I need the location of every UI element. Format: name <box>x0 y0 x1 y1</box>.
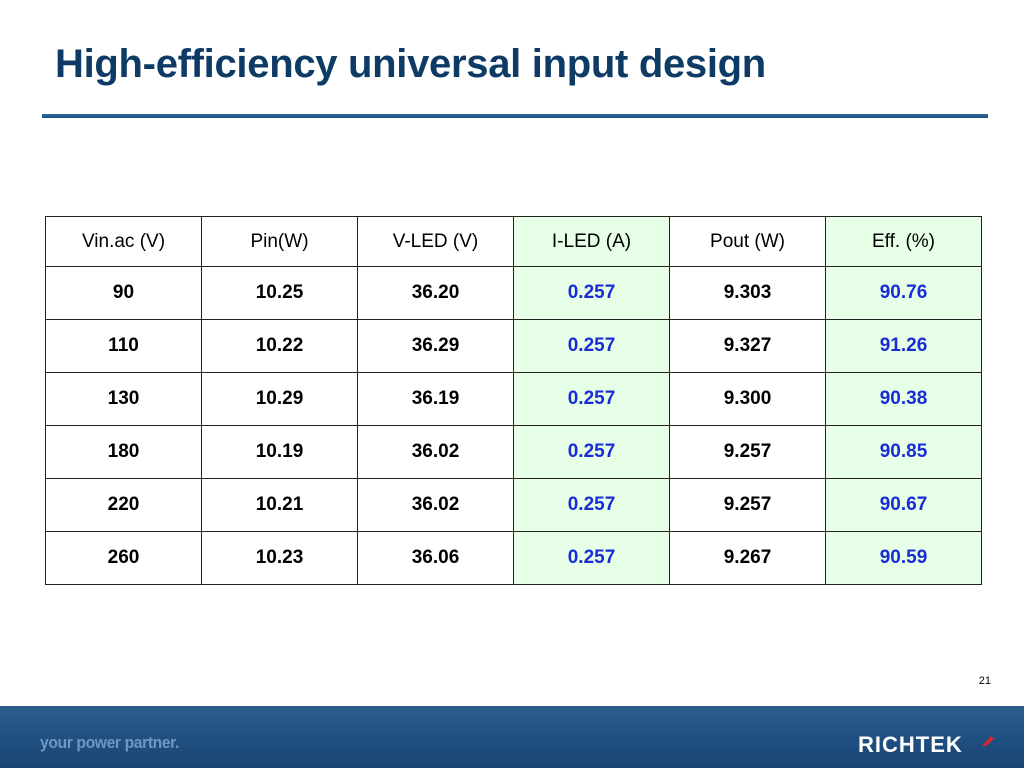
title-underline <box>42 114 988 118</box>
cell-eff: 90.38 <box>825 372 982 426</box>
table-row: 130 10.29 36.19 0.257 9.300 90.38 <box>45 372 982 426</box>
slide-title: High-efficiency universal input design <box>55 42 766 86</box>
cell-pin: 10.23 <box>201 531 358 585</box>
table-row: 260 10.23 36.06 0.257 9.267 90.59 <box>45 531 982 585</box>
cell-vin-ac: 130 <box>45 372 202 426</box>
cell-i-led: 0.257 <box>513 478 670 532</box>
header-i-led: I-LED (A) <box>513 216 670 267</box>
table-header-row: Vin.ac (V) Pin(W) V-LED (V) I-LED (A) Po… <box>45 216 982 267</box>
cell-pin: 10.25 <box>201 266 358 320</box>
cell-v-led: 36.29 <box>357 319 514 373</box>
cell-eff: 90.67 <box>825 478 982 532</box>
cell-i-led: 0.257 <box>513 372 670 426</box>
cell-i-led: 0.257 <box>513 319 670 373</box>
table-row: 220 10.21 36.02 0.257 9.257 90.67 <box>45 478 982 532</box>
cell-pout: 9.303 <box>669 266 826 320</box>
cell-pin: 10.22 <box>201 319 358 373</box>
cell-v-led: 36.06 <box>357 531 514 585</box>
header-pin: Pin(W) <box>201 216 358 267</box>
cell-eff: 90.76 <box>825 266 982 320</box>
cell-pout: 9.257 <box>669 425 826 479</box>
cell-v-led: 36.20 <box>357 266 514 320</box>
logo-swoosh-icon <box>982 736 994 746</box>
cell-vin-ac: 220 <box>45 478 202 532</box>
header-pout: Pout (W) <box>669 216 826 267</box>
cell-vin-ac: 260 <box>45 531 202 585</box>
cell-pin: 10.29 <box>201 372 358 426</box>
table-row: 180 10.19 36.02 0.257 9.257 90.85 <box>45 425 982 479</box>
page-number: 21 <box>978 675 991 687</box>
header-eff: Eff. (%) <box>825 216 982 267</box>
table-row: 90 10.25 36.20 0.257 9.303 90.76 <box>45 266 982 320</box>
efficiency-table: Vin.ac (V) Pin(W) V-LED (V) I-LED (A) Po… <box>45 216 982 585</box>
cell-eff: 90.85 <box>825 425 982 479</box>
cell-pout: 9.257 <box>669 478 826 532</box>
cell-i-led: 0.257 <box>513 266 670 320</box>
cell-pout: 9.300 <box>669 372 826 426</box>
cell-v-led: 36.19 <box>357 372 514 426</box>
cell-vin-ac: 110 <box>45 319 202 373</box>
cell-v-led: 36.02 <box>357 478 514 532</box>
cell-v-led: 36.02 <box>357 425 514 479</box>
cell-eff: 90.59 <box>825 531 982 585</box>
cell-vin-ac: 90 <box>45 266 202 320</box>
richtek-logo: RICHTEK <box>858 732 963 757</box>
footer-bar: your power partner. RICHTEK <box>0 706 1024 768</box>
header-v-led: V-LED (V) <box>357 216 514 267</box>
footer-tagline: your power partner. <box>40 733 180 752</box>
header-vin-ac: Vin.ac (V) <box>45 216 202 267</box>
cell-i-led: 0.257 <box>513 425 670 479</box>
cell-pin: 10.19 <box>201 425 358 479</box>
cell-pout: 9.267 <box>669 531 826 585</box>
table-row: 110 10.22 36.29 0.257 9.327 91.26 <box>45 319 982 373</box>
cell-vin-ac: 180 <box>45 425 202 479</box>
cell-pout: 9.327 <box>669 319 826 373</box>
cell-i-led: 0.257 <box>513 531 670 585</box>
cell-pin: 10.21 <box>201 478 358 532</box>
cell-eff: 91.26 <box>825 319 982 373</box>
